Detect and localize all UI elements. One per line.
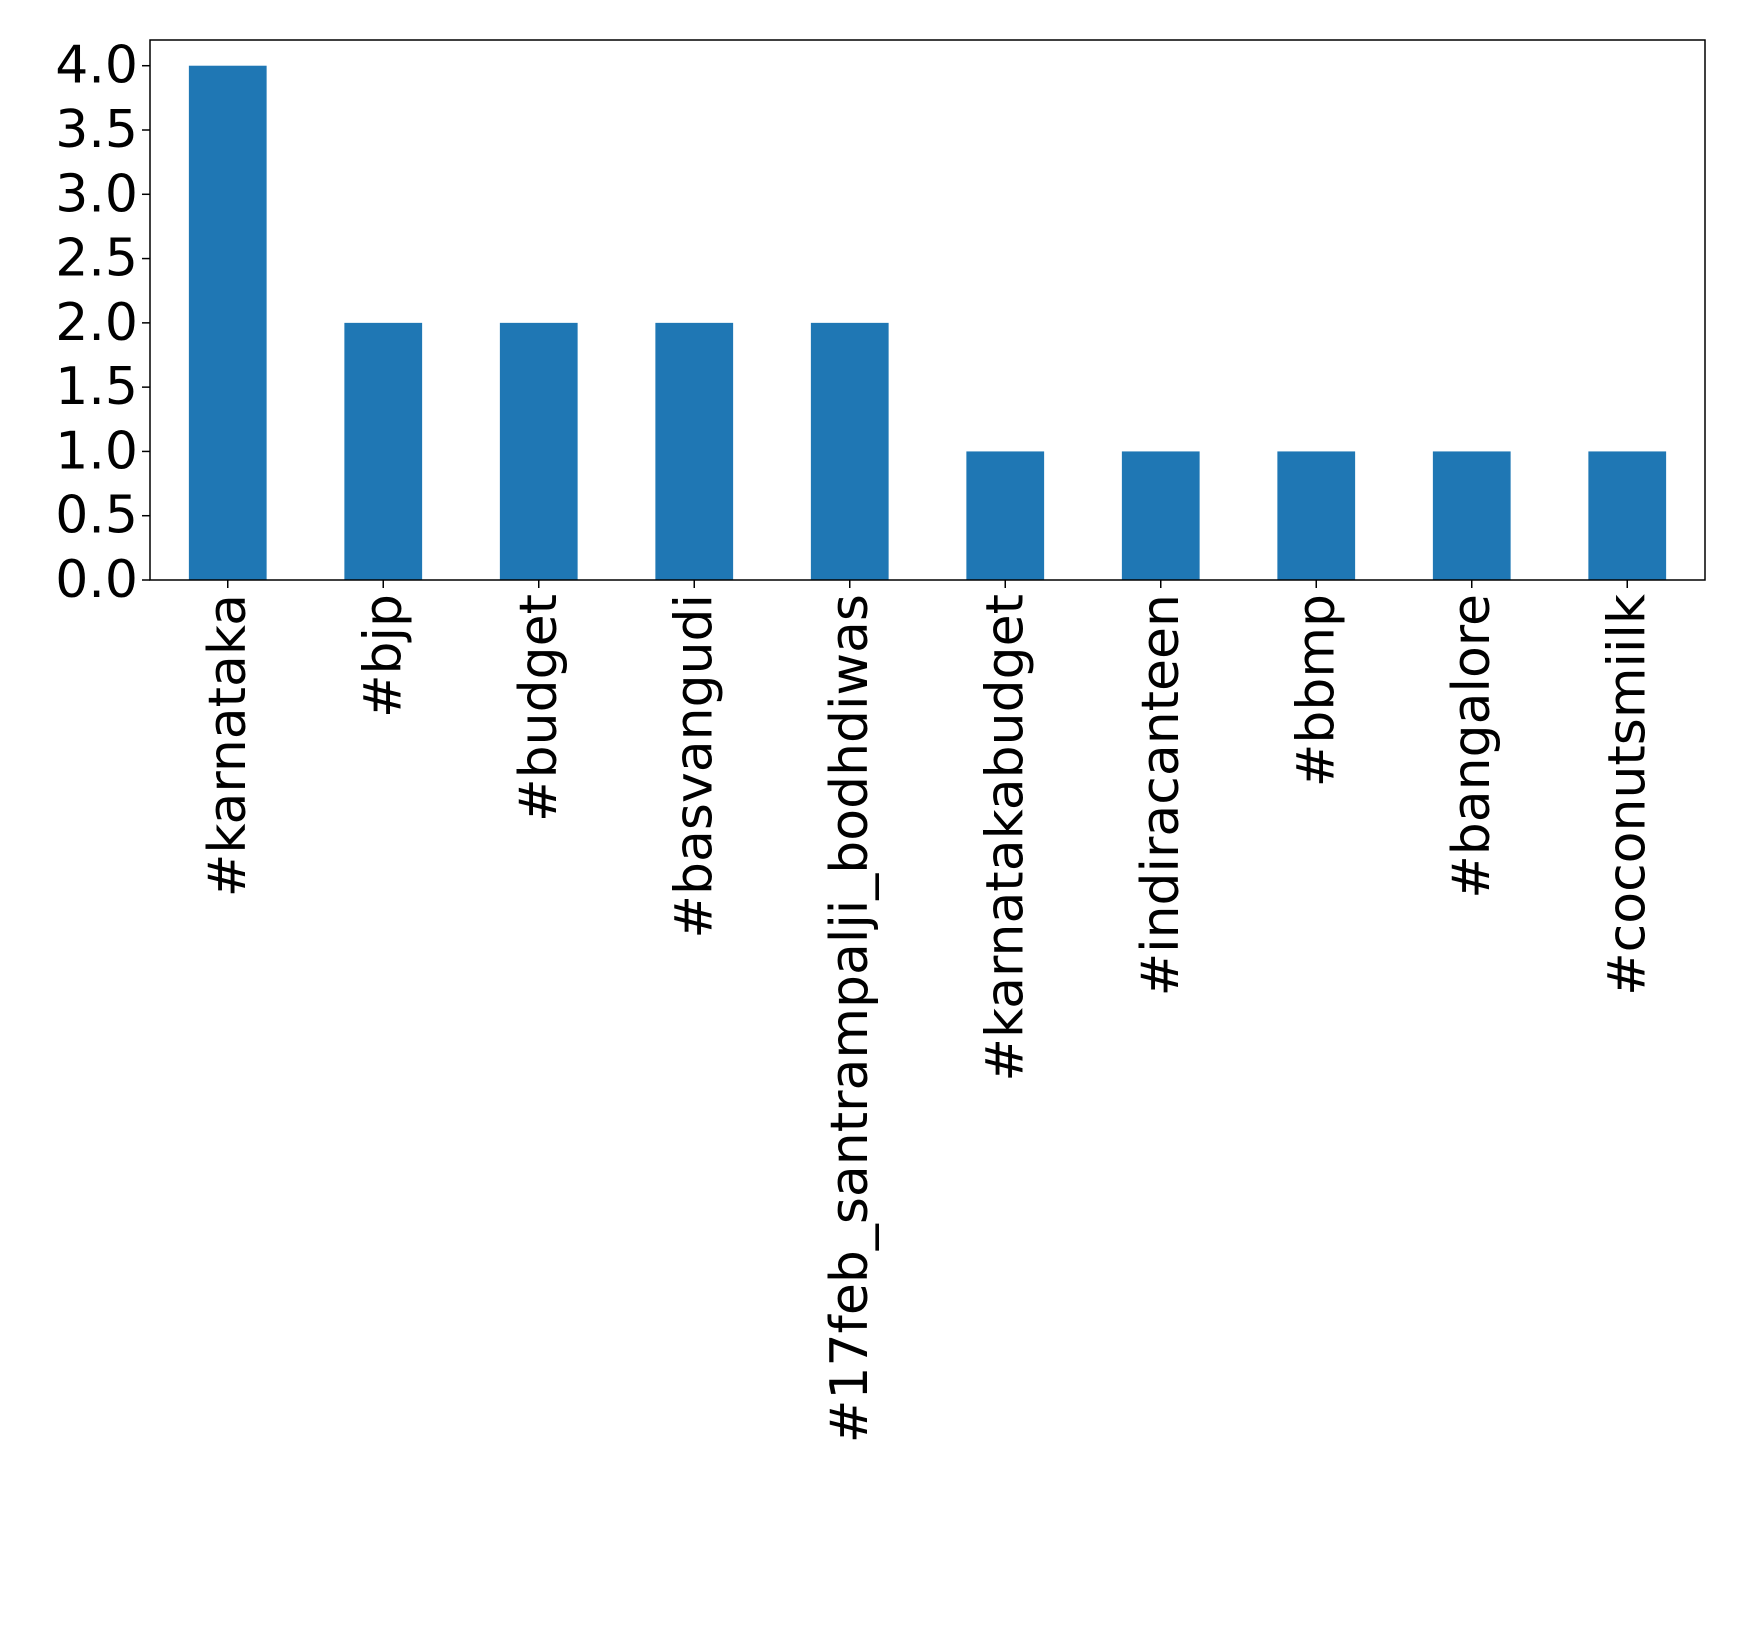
x-tick-label: #coconutsmiilk [1597,594,1657,996]
x-tick-label: #basvangudi [664,594,724,939]
y-tick-label: 2.5 [55,229,138,289]
x-tick-label: #karnatakabudget [975,594,1035,1082]
bar-coconutsmiilk [1588,451,1667,580]
y-tick-label: 0.5 [55,486,138,546]
y-tick-label: 3.0 [55,164,138,224]
bar-karnatakabudget [966,451,1045,580]
x-tick-label: #17feb_santrampalji_bodhdiwas [820,594,880,1443]
y-tick-label: 2.0 [55,293,138,353]
x-tick-label: #bbmp [1286,594,1346,787]
y-tick-label: 0.0 [55,550,138,610]
x-tick-label: #bjp [353,594,413,718]
x-tick-label: #karnataka [198,594,258,897]
y-tick-label: 1.0 [55,421,138,481]
bar-bjp [344,322,423,580]
y-axis: 0.00.51.01.52.02.53.03.54.0 [55,36,150,610]
x-tick-label: #bangalore [1442,594,1502,899]
y-tick-label: 4.0 [55,36,138,96]
x-tick-label: #indiracanteen [1131,594,1191,996]
y-tick-label: 3.5 [55,100,138,160]
plot-frame [149,39,1706,581]
bar-karnataka [188,65,267,580]
bar-indiracanteen [1121,451,1200,580]
x-axis: #karnataka #bjp #budget #basvangudi #17feb_s… [198,580,1657,1443]
bar-bbmp [1277,451,1356,580]
bar-17feb-santrampalji-bodhdiwas [810,322,889,580]
y-tick-label: 1.5 [55,357,138,417]
bar-basvangudi [655,322,734,580]
bar-bangalore [1432,451,1511,580]
bar-budget [499,322,578,580]
bars-group [188,65,1667,580]
x-tick-label: #budget [509,594,569,822]
